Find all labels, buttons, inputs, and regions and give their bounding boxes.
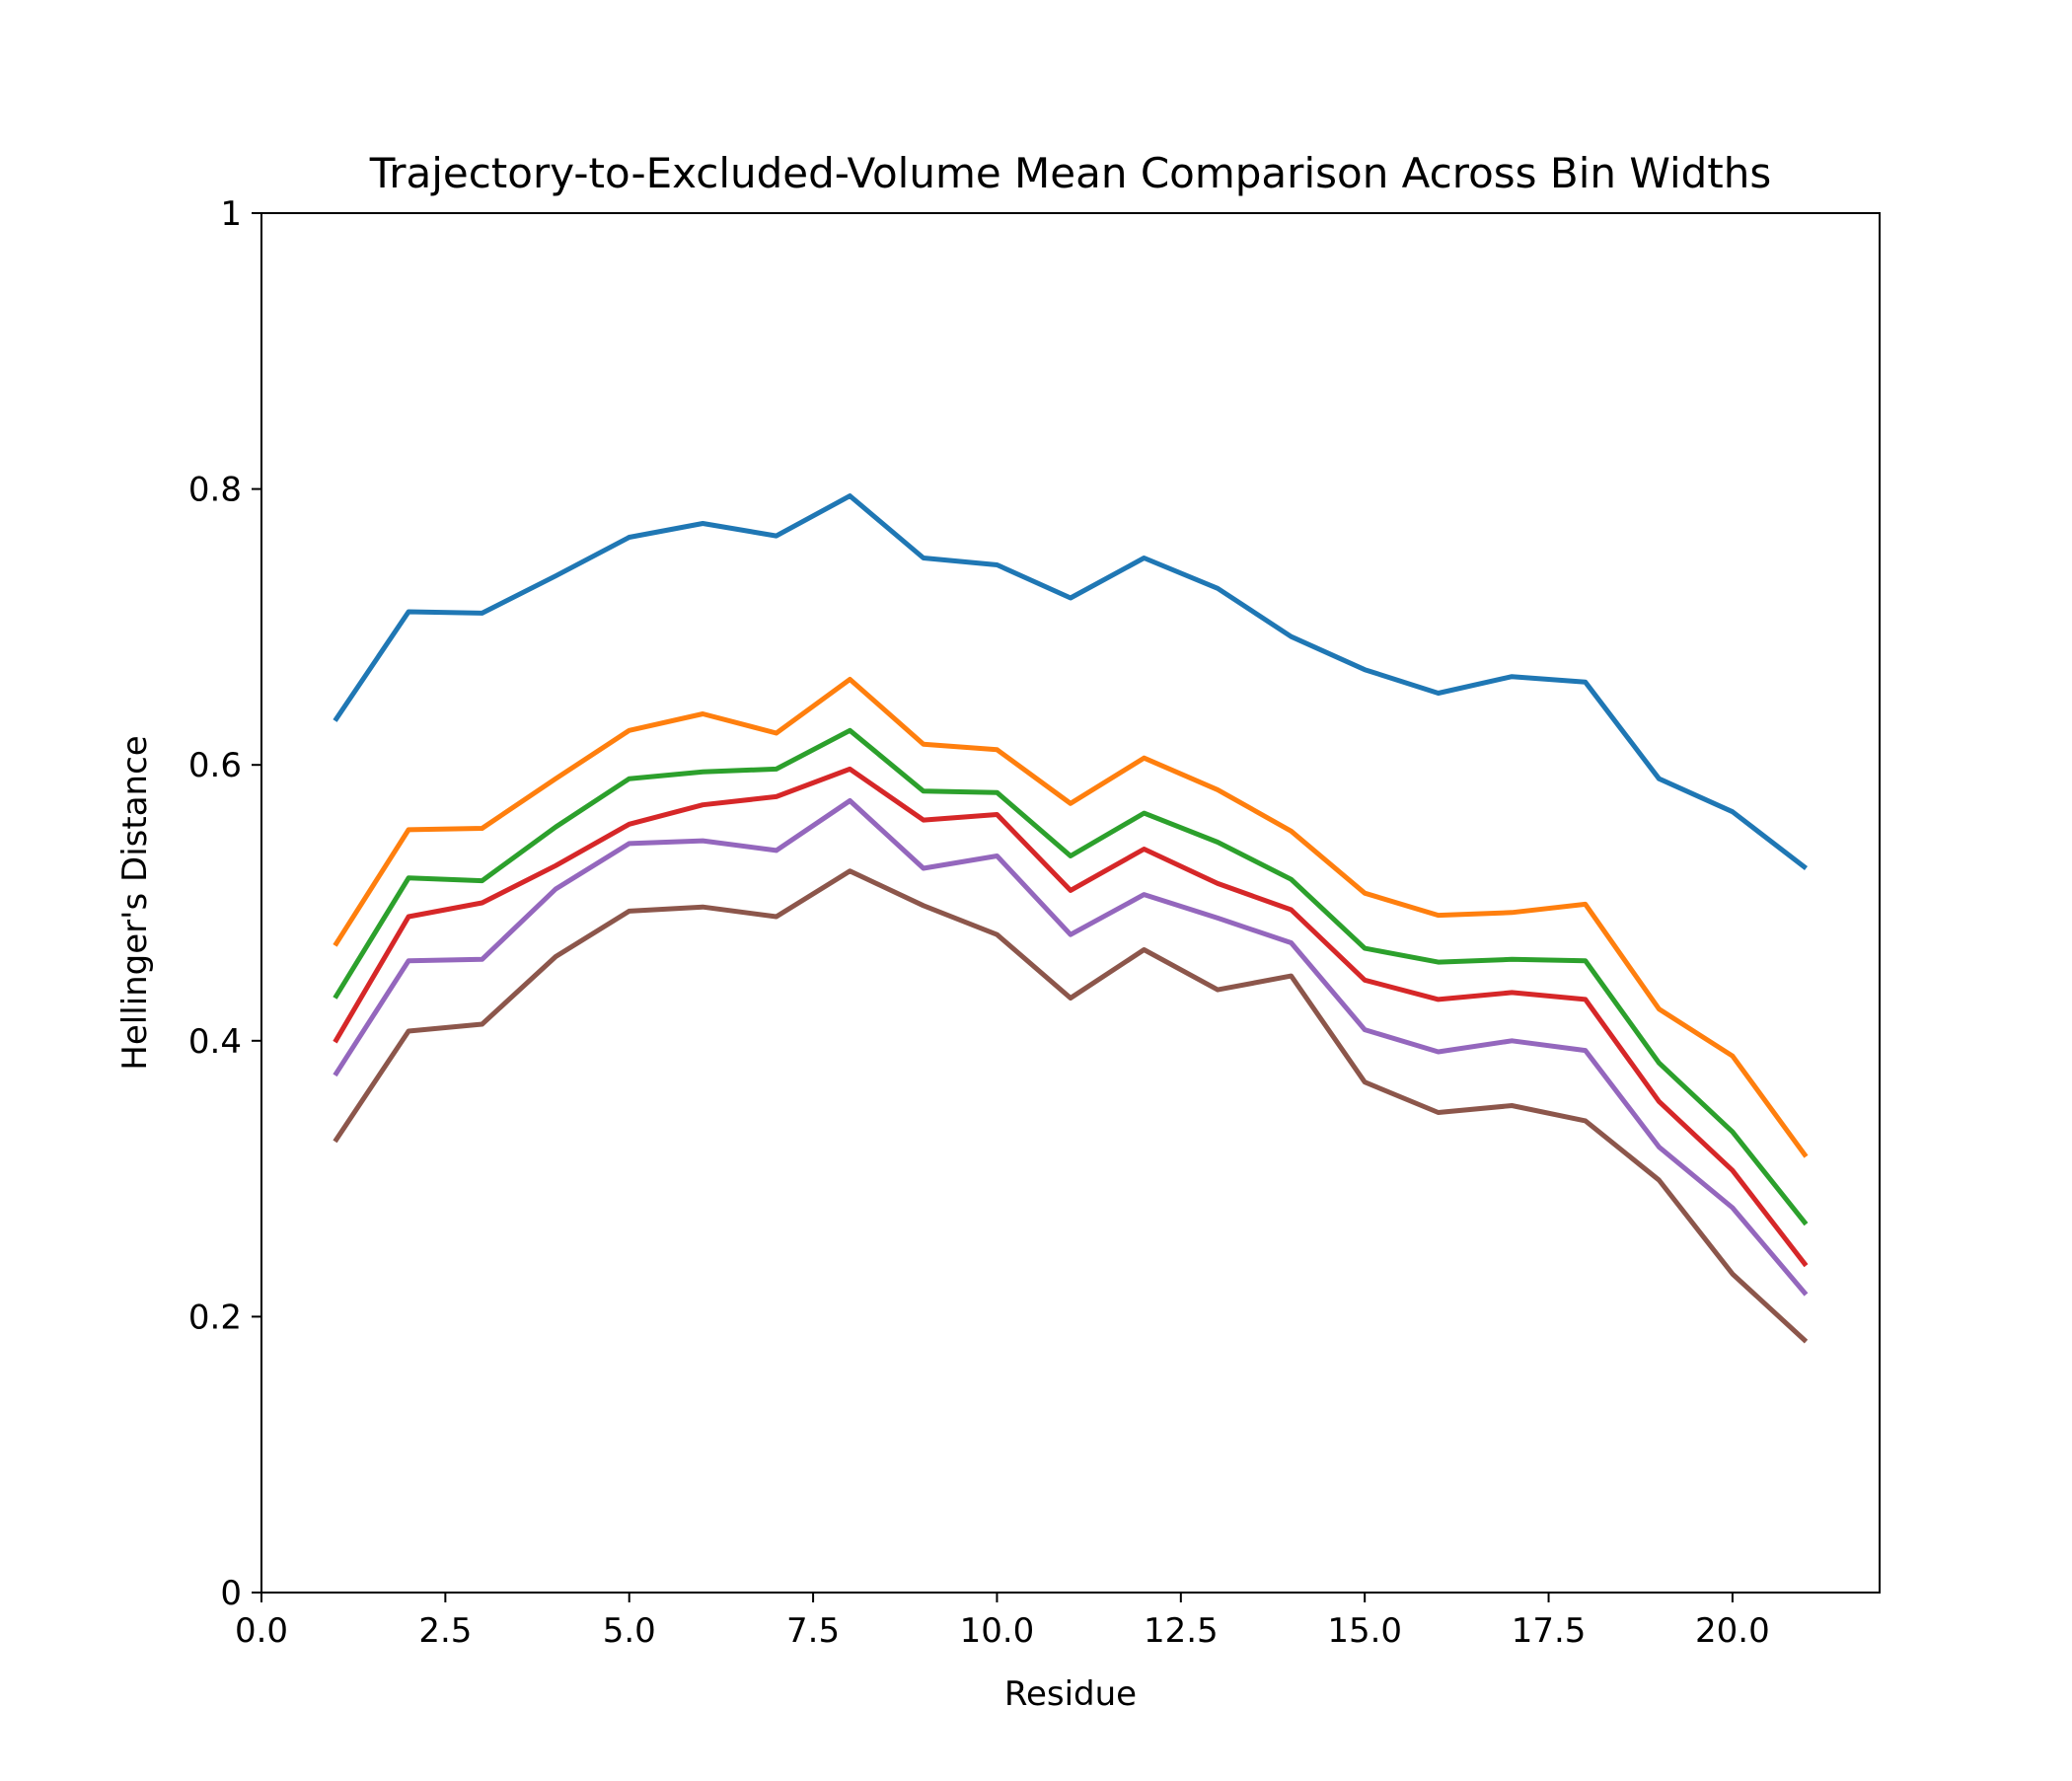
series-line-2 [333,677,1809,1158]
x-tick-label: 20.0 [1695,1611,1770,1651]
y-tick-label: 0 [220,1574,242,1613]
x-axis: 0.0 2.5 5.0 7.5 10.0 12.5 15.0 17.5 20.0 [235,1593,1770,1651]
x-tick-label: 15.0 [1327,1611,1402,1651]
y-tick-label: 0.2 [188,1298,242,1337]
chart-title: Trajectory-to-Excluded-Volume Mean Compa… [369,149,1772,197]
y-axis-label: Hellinger's Distance [115,735,155,1070]
series-group [333,493,1809,1344]
x-tick-label: 17.5 [1512,1611,1587,1651]
x-tick-label: 5.0 [603,1611,656,1651]
x-tick-label: 12.5 [1144,1611,1219,1651]
y-tick-label: 1 [220,194,242,234]
y-tick-label: 0.8 [188,471,242,510]
series-line-3 [333,727,1809,1226]
series-line-4 [333,766,1809,1268]
x-tick-label: 7.5 [786,1611,840,1651]
x-tick-label: 2.5 [418,1611,472,1651]
y-tick-label: 0.4 [188,1022,242,1062]
y-axis: 0 0.2 0.4 0.6 0.8 1 [188,194,261,1613]
plot-area [260,212,1881,1594]
series-line-6 [333,868,1809,1344]
x-tick-label: 0.0 [235,1611,288,1651]
x-tick-label: 10.0 [960,1611,1035,1651]
series-line-1 [333,493,1809,870]
x-axis-label: Residue [1004,1674,1137,1714]
series-line-5 [333,798,1809,1297]
y-tick-label: 0.6 [188,746,242,785]
